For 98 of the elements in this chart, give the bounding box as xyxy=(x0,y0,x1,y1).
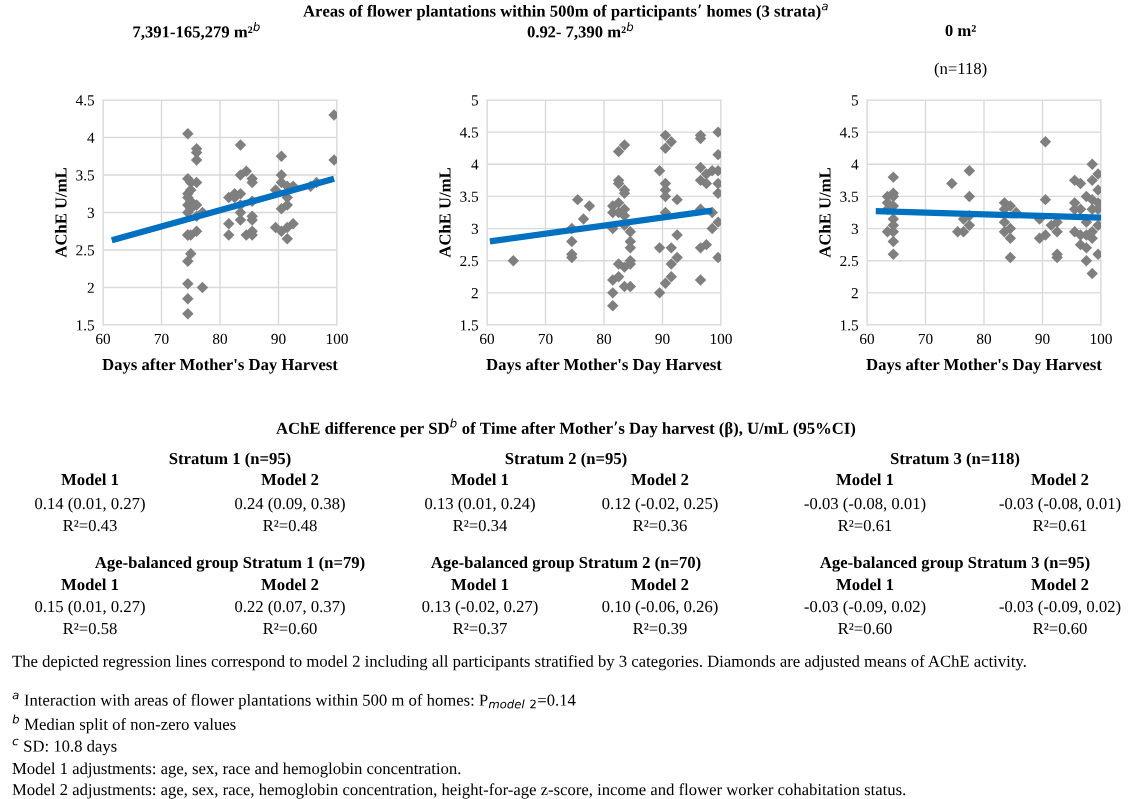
y-tick-label: 3 xyxy=(851,223,859,235)
chart-title: 0.92- 7,390 m²$^{b}$ xyxy=(527,22,634,40)
text: -0.03 (-0.08, 0.01) xyxy=(999,497,1121,513)
x-tick-label: 90 xyxy=(655,333,670,345)
text: R²=0.48 xyxy=(263,519,317,532)
text: $^{c}$ SD: 10.8 days xyxy=(12,738,117,756)
text: 0.13 (-0.02, 0.27) xyxy=(422,600,538,616)
text: Model 1 xyxy=(61,578,119,591)
y-tick-label: 5 xyxy=(471,95,479,106)
y-tick-label: 3 xyxy=(87,207,95,218)
text: $^{b}$ Median split of non-zero values xyxy=(12,714,236,734)
x-tick-label: 60 xyxy=(96,333,111,345)
text: Model 1 adjustments: age, sex, race and hemoglobin concentration. xyxy=(12,762,461,778)
text: 0.14 (0.01, 0.27) xyxy=(35,497,145,513)
text: R²=0.60 xyxy=(838,622,892,635)
x-tick-label: 100 xyxy=(1090,333,1112,345)
y-tick-label: 3.5 xyxy=(840,191,859,202)
x-tick-label: 70 xyxy=(538,333,553,345)
y-tick-label: 4 xyxy=(87,132,95,143)
y-axis-title: AChE U/mL xyxy=(54,168,67,258)
chart-subtitle: (n=118) xyxy=(934,62,987,78)
text: R²=0.34 xyxy=(453,519,508,532)
y-tick-label: 3 xyxy=(471,223,479,235)
text: Model 2 xyxy=(261,473,319,486)
x-tick-label: 90 xyxy=(1035,333,1050,345)
text: Model 2 xyxy=(261,578,319,591)
text: R²=0.58 xyxy=(63,622,117,635)
y-tick-label: 2.5 xyxy=(460,255,479,267)
y-tick-label: 2 xyxy=(851,288,858,299)
y-tick-label: 2.5 xyxy=(840,255,859,267)
text: Model 1 xyxy=(836,473,894,486)
y-tick-label: 1.5 xyxy=(460,320,479,331)
x-tick-label: 100 xyxy=(326,333,348,345)
y-tick-label: 5 xyxy=(851,95,859,106)
text: Stratum 1 (n=95) xyxy=(169,452,291,468)
y-axis-title: AChE U/mL xyxy=(818,168,831,258)
text: R²=0.60 xyxy=(263,622,317,635)
y-tick-label: 3.5 xyxy=(76,170,95,181)
x-tick-label: 80 xyxy=(596,333,612,345)
x-tick-label: 70 xyxy=(154,333,169,345)
text: R²=0.61 xyxy=(1033,519,1087,532)
y-tick-label: 4.5 xyxy=(459,127,479,138)
text: Age-balanced group Stratum 2 (n=70) xyxy=(431,556,701,572)
text: Model 2 xyxy=(1031,578,1089,591)
text: R²=0.37 xyxy=(453,622,507,635)
y-tick-label: 2 xyxy=(87,282,94,293)
text: The depicted regression lines correspond to model 2 including all participants stratified by 3 categories. Diamonds are adjusted means of AChE activity. xyxy=(12,655,1026,671)
text: Stratum 3 (n=118) xyxy=(890,452,1020,468)
y-tick-label: 4.5 xyxy=(839,127,859,138)
y-tick-label: 3.5 xyxy=(460,191,479,202)
text: $^{a}$ Interaction with areas of flower plantations within 500 m of homes: P$_{model 2}$=0.14 xyxy=(12,692,576,710)
text: R²=0.61 xyxy=(838,519,892,532)
text: R²=0.39 xyxy=(633,622,687,635)
text: Model 2 adjustments: age, sex, race, hemoglobin concentration, height-for-age z-score, income and flower worker cohabitation status. xyxy=(12,783,906,799)
chart-title: 0 m² xyxy=(945,24,976,37)
text: Stratum 2 (n=95) xyxy=(505,452,627,468)
text: Model 2 xyxy=(1031,473,1089,486)
text: 0.13 (0.01, 0.24) xyxy=(425,497,535,513)
x-tick-label: 60 xyxy=(860,333,875,345)
text: 0.12 (-0.02, 0.25) xyxy=(602,497,718,513)
text: Model 2 xyxy=(631,578,689,591)
text: AChE difference per SD$^{b}$ of Time after Mother’s Day harvest (β), U/mL (95%CI) xyxy=(276,418,856,438)
y-tick-label: 4 xyxy=(851,159,859,170)
text: Areas of flower plantations within 500m of participants’ homes (3 strata)$^{a}$ xyxy=(303,3,828,21)
x-tick-label: 100 xyxy=(710,333,732,345)
text: R²=0.60 xyxy=(1033,622,1087,635)
x-tick-label: 60 xyxy=(480,333,495,345)
x-axis-title: Days after Mother's Day Harvest xyxy=(486,358,722,374)
x-tick-label: 70 xyxy=(918,333,933,345)
x-tick-label: 80 xyxy=(212,333,228,345)
text: Model 1 xyxy=(451,473,509,486)
text: 0.10 (-0.06, 0.26) xyxy=(602,600,718,616)
text: -0.03 (-0.09, 0.02) xyxy=(999,600,1121,616)
text: Model 1 xyxy=(836,578,894,591)
x-axis-title: Days after Mother's Day Harvest xyxy=(102,358,338,374)
text: Age-balanced group Stratum 3 (n=95) xyxy=(820,556,1090,572)
chart-title: 7,391-165,279 m²$^{b}$ xyxy=(133,22,260,40)
text: Model 1 xyxy=(451,578,509,591)
text: 0.22 (0.07, 0.37) xyxy=(235,600,345,616)
y-tick-label: 1.5 xyxy=(840,320,859,331)
text: Model 1 xyxy=(61,473,119,486)
text: Age-balanced group Stratum 1 (n=79) xyxy=(95,556,365,572)
text: Model 2 xyxy=(631,473,689,486)
text: 0.24 (0.09, 0.38) xyxy=(235,497,345,513)
y-tick-label: 4.5 xyxy=(75,95,95,106)
y-tick-label: 2 xyxy=(471,288,478,299)
text: R²=0.43 xyxy=(63,519,117,532)
y-tick-label: 2.5 xyxy=(76,245,95,256)
y-tick-label: 4 xyxy=(471,159,479,170)
y-axis-title: AChE U/mL xyxy=(438,168,451,258)
text: R²=0.36 xyxy=(633,519,687,532)
x-tick-label: 90 xyxy=(271,333,286,345)
x-tick-label: 80 xyxy=(976,333,992,345)
text: -0.03 (-0.09, 0.02) xyxy=(804,600,926,616)
x-axis-title: Days after Mother's Day Harvest xyxy=(866,358,1102,374)
text: 0.15 (0.01, 0.27) xyxy=(35,600,145,616)
y-tick-label: 1.5 xyxy=(76,320,95,331)
text: -0.03 (-0.08, 0.01) xyxy=(804,497,926,513)
